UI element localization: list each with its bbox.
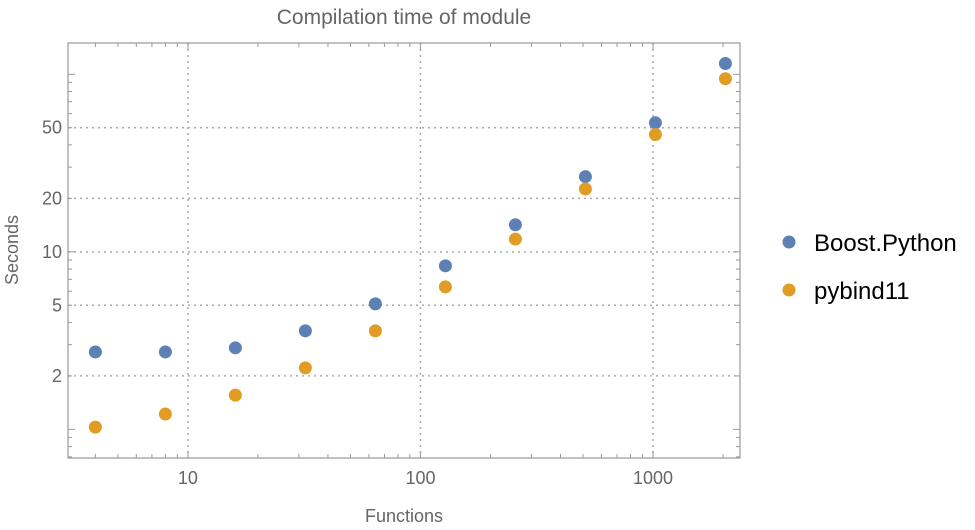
y-tick-label: 20 — [42, 188, 62, 208]
axis-ticks: 10 100 1000 2 5 10 20 50 — [42, 43, 740, 488]
grid — [68, 43, 740, 458]
data-point-boost-python — [718, 56, 732, 70]
x-tick-label: 10 — [178, 468, 198, 488]
y-tick-label: 5 — [52, 295, 62, 315]
data-point-pybind11 — [88, 420, 102, 434]
legend-label: Boost.Python — [814, 230, 957, 257]
data-point-boost-python — [438, 259, 452, 273]
data-point-pybind11 — [228, 388, 242, 402]
data-point-boost-python — [88, 345, 102, 359]
data-point-pybind11 — [578, 182, 592, 196]
chart-title: Compilation time of module — [277, 6, 531, 29]
data-point-pybind11 — [368, 324, 382, 338]
data-point-boost-python — [648, 116, 662, 130]
x-tick-label: 1000 — [633, 468, 673, 488]
legend-marker — [782, 235, 796, 249]
y-axis-label: Seconds — [2, 215, 22, 285]
data-point-boost-python — [508, 218, 522, 232]
legend: Boost.Python pybind11 — [782, 230, 957, 305]
data-point-pybind11 — [438, 280, 452, 294]
y-tick-label: 50 — [42, 118, 62, 138]
data-point-boost-python — [158, 345, 172, 359]
data-point-pybind11 — [508, 232, 522, 246]
data-point-boost-python — [368, 297, 382, 311]
legend-marker — [782, 283, 796, 297]
data-point-pybind11 — [298, 361, 312, 375]
data-point-pybind11 — [648, 127, 662, 141]
x-axis-label: Functions — [365, 506, 443, 525]
plot-frame — [67, 42, 741, 459]
data-point-boost-python — [228, 341, 242, 355]
y-tick-label: 10 — [42, 242, 62, 262]
x-tick-label: 100 — [405, 468, 435, 488]
data-point-pybind11 — [158, 407, 172, 421]
data-point-boost-python — [298, 324, 312, 338]
data-point-pybind11 — [718, 72, 732, 86]
legend-label: pybind11 — [814, 278, 910, 305]
data-points — [88, 56, 732, 434]
y-tick-label: 2 — [52, 366, 62, 386]
data-point-boost-python — [578, 170, 592, 184]
